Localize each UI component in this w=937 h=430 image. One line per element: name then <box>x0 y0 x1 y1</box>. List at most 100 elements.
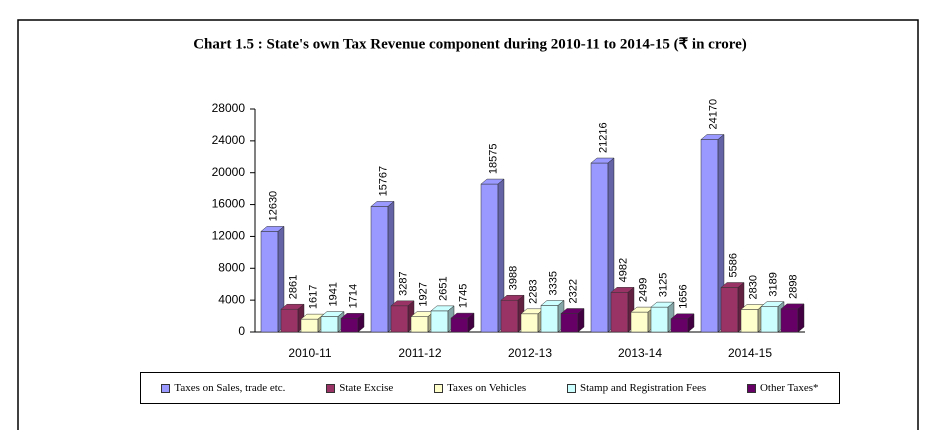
bar <box>260 225 285 333</box>
data-label: 1617 <box>307 285 319 309</box>
y-tick-label: 12000 <box>212 229 246 243</box>
y-tick-label: 28000 <box>212 101 246 115</box>
legend-label: Other Taxes* <box>759 382 819 394</box>
bar-front <box>340 318 359 333</box>
bar-front <box>610 292 629 333</box>
bar-shade <box>498 179 504 332</box>
bar <box>700 133 725 333</box>
bar <box>390 300 415 333</box>
bar-front <box>780 308 799 333</box>
data-label: 12630 <box>267 191 279 222</box>
bar <box>370 200 395 333</box>
bar-front <box>740 309 759 333</box>
bar-front <box>370 206 389 333</box>
legend-item: Taxes on Vehicles <box>434 382 526 394</box>
bar <box>430 305 455 333</box>
bar-shade <box>688 313 694 332</box>
bar <box>300 313 325 333</box>
bar-side <box>467 312 475 333</box>
bar-front <box>590 162 609 333</box>
bar-front <box>700 139 719 333</box>
data-label: 2322 <box>567 279 579 303</box>
bar-front <box>410 316 429 333</box>
bar-shade <box>608 158 614 332</box>
legend: Taxes on Sales, trade etc. State Excise Ta… <box>140 372 840 404</box>
legend-swatch <box>746 383 756 393</box>
data-label: 3988 <box>507 266 519 290</box>
data-label: 3335 <box>547 271 559 295</box>
legend-item: Taxes on Sales, trade etc. <box>161 382 285 394</box>
data-label: 1745 <box>457 284 469 308</box>
bar-front <box>650 306 669 333</box>
data-label: 2651 <box>437 276 449 300</box>
bar-front <box>260 231 279 333</box>
bar-front <box>430 310 449 333</box>
bar-side <box>687 313 695 333</box>
bar-shade <box>718 134 724 332</box>
bar-front <box>720 287 739 333</box>
bar-front <box>320 316 339 333</box>
y-tick-label: 20000 <box>212 165 246 179</box>
bar-front <box>630 311 649 333</box>
data-label: 4982 <box>617 258 629 282</box>
data-label: 21216 <box>597 122 609 153</box>
legend-swatch <box>434 383 444 393</box>
bar <box>500 294 525 333</box>
y-tick-label: 24000 <box>212 133 246 147</box>
x-tick-label: 2010-11 <box>288 346 331 360</box>
x-tick-label: 2014-15 <box>728 346 772 360</box>
bar-front <box>760 306 779 333</box>
bar <box>720 281 745 333</box>
bar <box>320 311 345 333</box>
bar <box>410 311 435 333</box>
legend-label: Taxes on Vehicles <box>447 382 527 394</box>
bar-front <box>450 317 469 333</box>
data-label: 24170 <box>707 99 719 130</box>
data-label: 3189 <box>767 272 779 296</box>
bar <box>480 178 505 333</box>
legend-item: Other Taxes* <box>746 382 819 394</box>
bar-shade <box>388 201 394 332</box>
data-label: 15767 <box>377 166 389 197</box>
bar-front <box>500 299 519 333</box>
legend-item: Stamp and Registration Fees <box>566 382 707 394</box>
bar-front <box>480 183 499 333</box>
x-tick-label: 2012-13 <box>508 346 552 360</box>
data-label: 2861 <box>287 275 299 299</box>
y-tick-label: 0 <box>238 324 245 338</box>
bar-shade <box>278 226 284 332</box>
bar-side <box>357 312 365 333</box>
bar <box>340 312 365 333</box>
bar <box>560 307 585 333</box>
legend-label: Taxes on Sales, trade etc. <box>174 382 286 394</box>
data-label: 3125 <box>657 273 669 297</box>
bar-front <box>540 305 559 333</box>
bar <box>670 313 695 333</box>
x-tick-label: 2011-12 <box>398 346 441 360</box>
bar-side <box>577 307 585 333</box>
data-label: 2898 <box>787 274 799 298</box>
bar <box>760 301 785 333</box>
data-label: 3287 <box>397 271 409 295</box>
legend-item: State Excise <box>326 382 393 394</box>
data-label: 2499 <box>637 278 649 302</box>
y-tick-label: 8000 <box>218 260 245 274</box>
chart-border <box>17 19 919 430</box>
legend-label: Stamp and Registration Fees <box>579 382 707 394</box>
legend-swatch <box>566 383 576 393</box>
bar-shade <box>578 308 584 332</box>
bar-front <box>390 305 409 333</box>
bar <box>450 312 475 333</box>
data-label: 1656 <box>677 284 689 308</box>
bar <box>780 303 805 333</box>
bar-front <box>520 313 539 333</box>
bar-shade <box>468 313 474 332</box>
bar-shade <box>358 313 364 332</box>
bar <box>590 157 615 333</box>
y-tick-label: 16000 <box>212 197 246 211</box>
bar <box>630 306 655 333</box>
bar <box>540 299 565 333</box>
legend-swatch <box>326 383 336 393</box>
bar <box>740 303 765 333</box>
